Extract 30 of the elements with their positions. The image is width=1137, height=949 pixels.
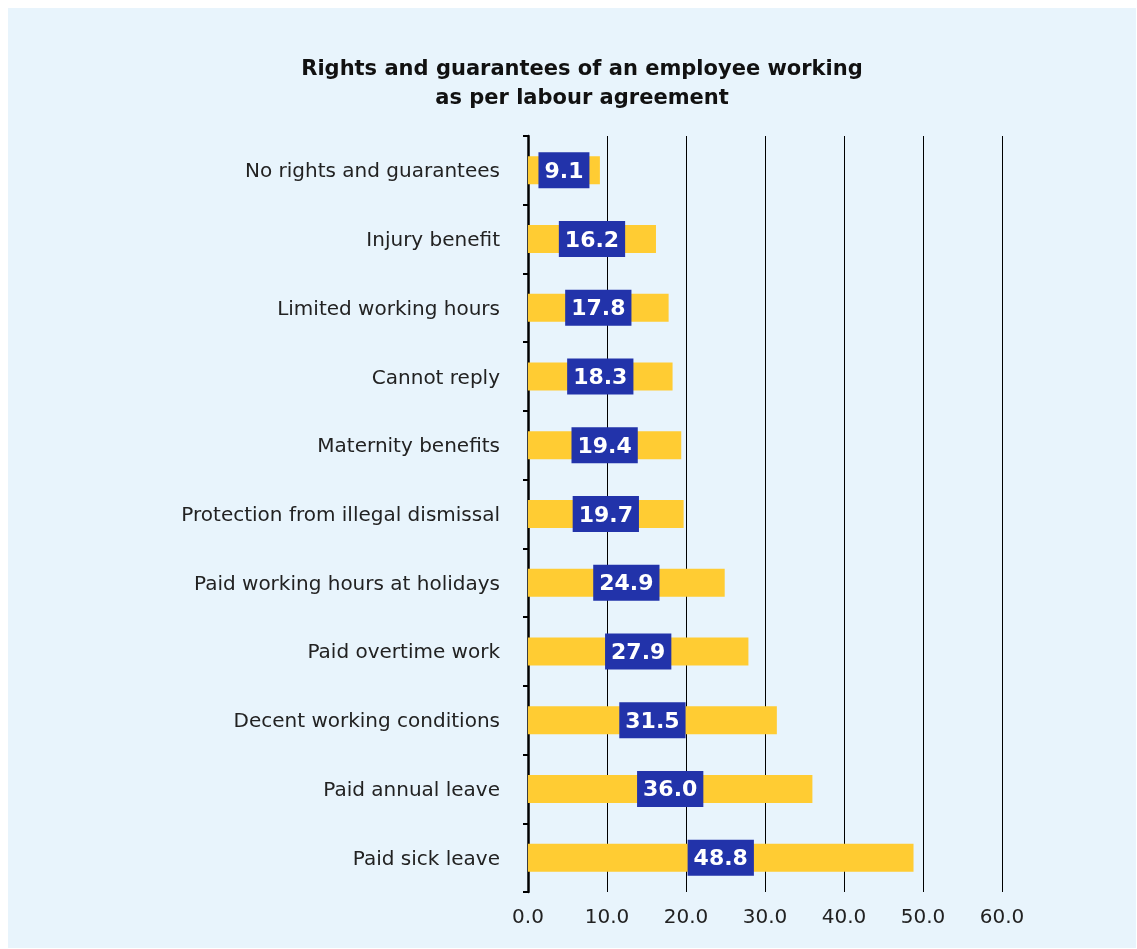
y-tick-label: Cannot reply (371, 364, 501, 389)
y-tick-label: Decent working conditions (233, 708, 500, 733)
chart-title: Rights and guarantees of an employee working as per labour agreement (301, 55, 863, 109)
y-tick-label: Injury benefit (366, 227, 501, 252)
y-tick-label: Protection from illegal dismissal (181, 502, 500, 526)
data-label: 19.7 (578, 501, 633, 527)
y-tick-label: No rights and guarantees (245, 158, 500, 183)
data-label: 24.9 (599, 570, 654, 596)
y-tick-label: Limited working hours (277, 295, 500, 320)
y-tick-label: Maternity benefits (317, 433, 500, 458)
x-tick-label: 10.0 (584, 904, 630, 928)
data-label: 36.0 (643, 776, 698, 802)
y-tick-label: Paid overtime work (307, 639, 501, 664)
data-label: 31.5 (625, 707, 680, 733)
x-tick-label: 40.0 (821, 904, 867, 928)
y-tick-label: Paid annual leave (323, 776, 500, 801)
data-label: 18.3 (573, 364, 628, 390)
y-tick-label: Paid working hours at holidays (194, 570, 500, 595)
x-tick-label: 20.0 (663, 904, 709, 928)
data-label: 16.2 (564, 226, 620, 252)
data-label: 48.8 (693, 845, 748, 871)
x-tick-label: 60.0 (979, 904, 1025, 928)
x-tick-label: 50.0 (900, 904, 946, 928)
x-tick-label: 30.0 (742, 904, 788, 928)
data-label: 27.9 (611, 638, 666, 664)
data-label: 9.1 (544, 157, 584, 183)
y-tick-label: Paid sick leave (352, 845, 500, 870)
x-tick-label: 0.0 (512, 904, 544, 928)
data-label: 17.8 (571, 295, 626, 321)
data-label: 19.4 (577, 432, 632, 458)
